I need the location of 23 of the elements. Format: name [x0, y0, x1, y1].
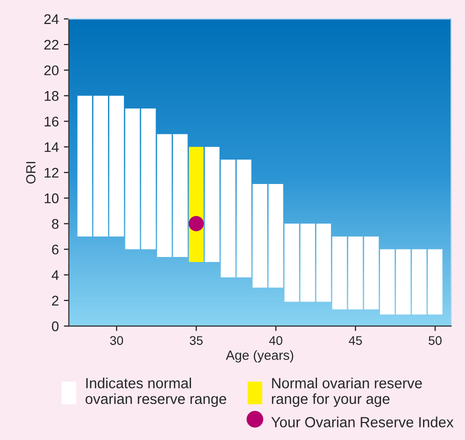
y-tick-label: 20	[44, 65, 59, 76]
legend-label: Indicates normal ovarian reserve range	[86, 378, 226, 407]
y-tick-label: 6	[52, 244, 58, 254]
y-tick-label: 24	[44, 14, 59, 24]
y-tick-label: 22	[44, 40, 58, 50]
y-axis-title: ORI	[26, 162, 36, 184]
y-tick-label: 16	[44, 116, 58, 126]
y-tick-label: 14	[44, 142, 59, 152]
y-tick-label: 18	[44, 91, 58, 101]
x-tick-label: 40	[269, 336, 282, 345]
y-tick-label: 4	[52, 270, 59, 280]
x-axis-title: Age (years)	[226, 350, 294, 362]
legend-label: Normal ovarian reserve range for your age	[272, 378, 422, 407]
y-tick-label: 0	[52, 321, 59, 332]
y-tick-label: 2	[52, 296, 58, 306]
x-tick-label: 35	[190, 336, 203, 345]
y-tick-label: 10	[44, 193, 59, 204]
y-tick-label: 12	[44, 168, 58, 178]
legend-label: Your Ovarian Reserve Index	[271, 416, 454, 428]
x-tick-label: 50	[428, 336, 442, 345]
x-tick-label: 30	[110, 336, 124, 345]
x-tick-label: 45	[348, 336, 362, 345]
y-tick-label: 8	[52, 219, 58, 229]
